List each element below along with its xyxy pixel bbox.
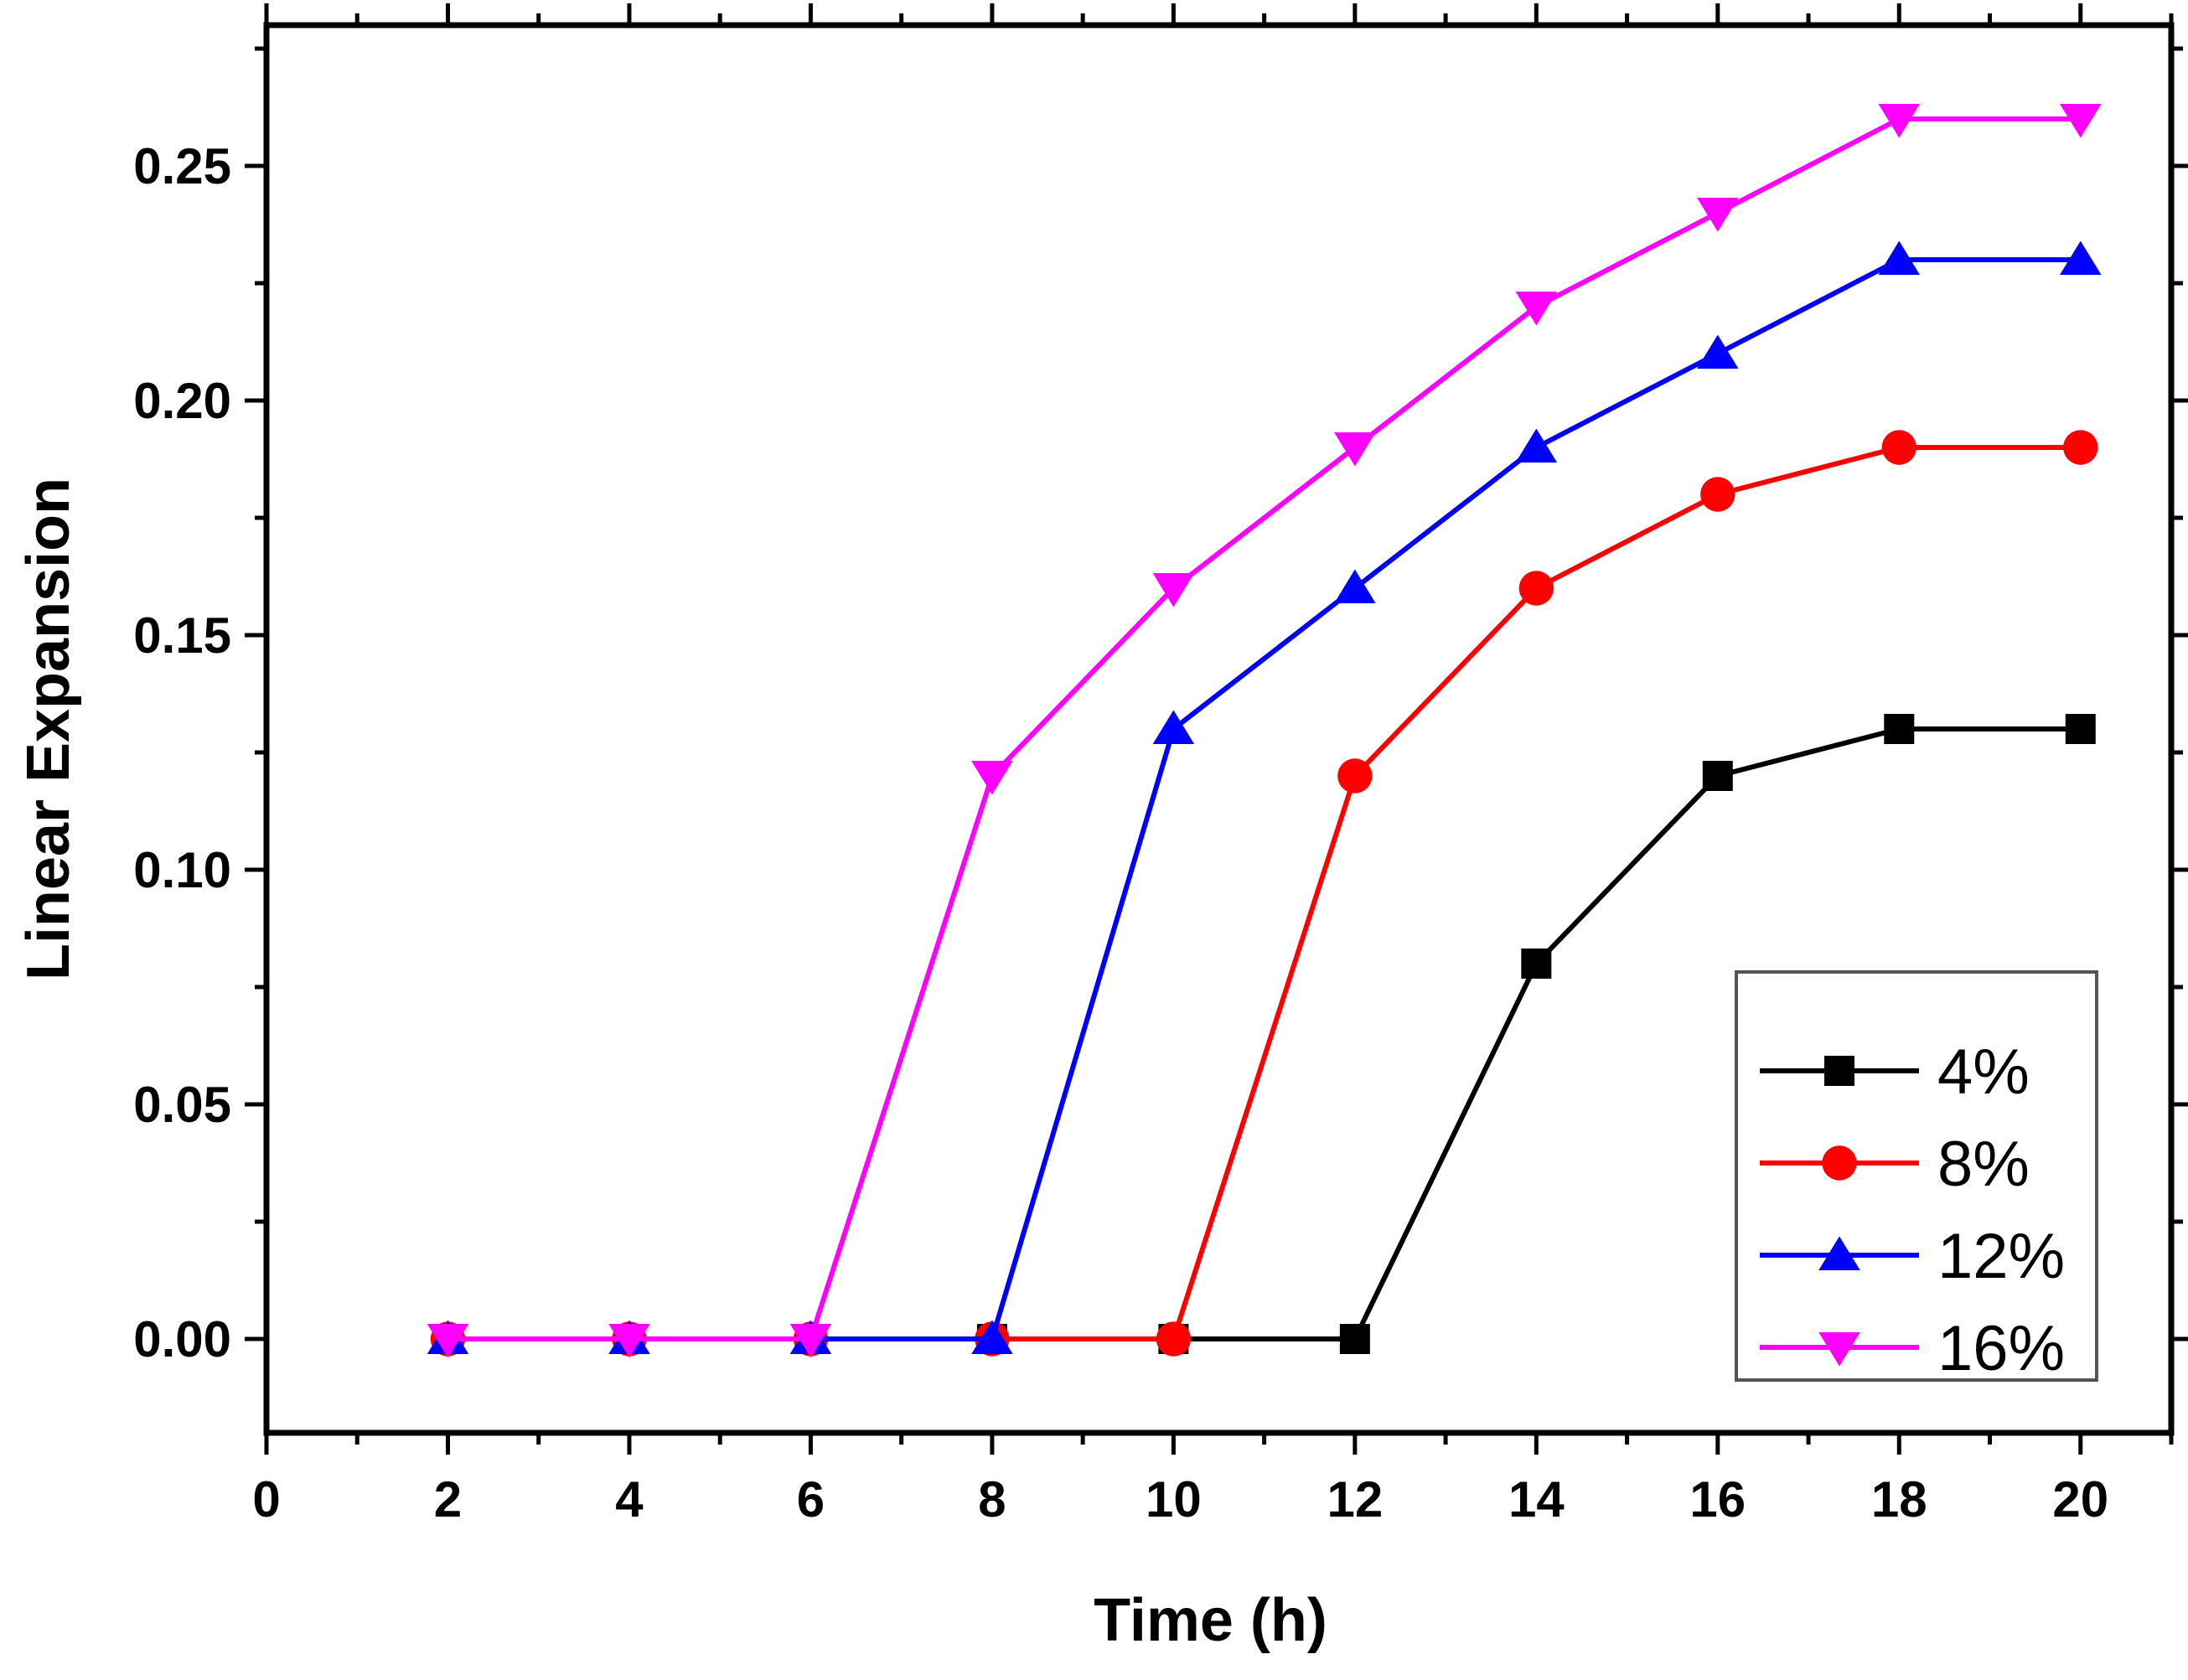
y-tick-label: 0.20 <box>133 373 231 429</box>
data-point <box>1697 334 1739 369</box>
legend-marker <box>1818 1332 1860 1367</box>
data-point <box>1521 949 1552 979</box>
data-point <box>1334 569 1376 603</box>
legend-item: 8% <box>1760 1129 2030 1200</box>
data-point <box>2065 714 2096 744</box>
legend-marker <box>1818 1236 1860 1270</box>
y-tick-label: 0.25 <box>133 138 231 194</box>
y-tick-label: 0.05 <box>133 1077 231 1133</box>
y-axis: 0.00 0.05 0.10 0.15 0.20 0.25 <box>133 46 2188 1367</box>
series-4 <box>427 104 2102 1358</box>
x-axis-title: Time (h) <box>1094 1587 1327 1654</box>
x-tick-label: 16 <box>1689 1471 1746 1528</box>
x-tick-label: 18 <box>1871 1471 1927 1528</box>
data-point <box>1339 1324 1370 1354</box>
data-point <box>2060 104 2102 138</box>
series-line <box>447 116 2081 1341</box>
data-point <box>1884 714 1915 744</box>
y-tick-label: 0.00 <box>133 1311 231 1367</box>
y-tick-label: 0.10 <box>133 842 231 898</box>
legend-item: 16% <box>1760 1313 2065 1384</box>
plot-frame <box>263 22 2175 1436</box>
x-tick-label: 20 <box>2052 1471 2108 1528</box>
legend-label: 8% <box>1937 1129 2030 1200</box>
legend-marker <box>1822 1145 1857 1181</box>
data-point <box>971 1320 1013 1354</box>
legend-label: 12% <box>1937 1221 2065 1292</box>
data-point <box>1156 1321 1192 1357</box>
data-point <box>1878 104 1921 138</box>
data-point <box>1702 761 1733 791</box>
data-point <box>1697 198 1739 232</box>
plot-series-group <box>427 104 2102 1358</box>
data-point <box>1515 428 1558 463</box>
legend-marker <box>1824 1056 1854 1086</box>
data-point <box>1878 240 1921 275</box>
data-point <box>1515 292 1558 326</box>
data-point <box>1152 573 1195 607</box>
y-tick-label: 0.15 <box>133 607 231 664</box>
data-point <box>789 1324 832 1358</box>
x-tick-label: 2 <box>434 1471 462 1528</box>
x-tick-label: 14 <box>1508 1471 1565 1528</box>
x-tick-label: 12 <box>1327 1471 1383 1528</box>
legend-item: 12% <box>1760 1221 2065 1292</box>
x-tick-label: 10 <box>1146 1471 1202 1528</box>
x-axis: 0 2 4 6 8 10 12 14 16 18 20 <box>252 3 2174 1528</box>
x-tick-label: 0 <box>252 1471 280 1528</box>
data-point <box>427 1324 469 1358</box>
x-tick-label: 8 <box>978 1471 1006 1528</box>
legend-label: 16% <box>1937 1313 2065 1384</box>
x-tick-label: 4 <box>615 1471 644 1528</box>
data-point <box>2063 430 2098 465</box>
legend-item: 4% <box>1760 1036 2030 1108</box>
data-point <box>1881 430 1916 465</box>
x-tick-label: 6 <box>797 1471 825 1528</box>
data-point <box>971 761 1013 795</box>
data-point <box>1334 432 1376 467</box>
data-point <box>2060 240 2102 275</box>
y-axis-title: Linear Expansion <box>15 478 82 980</box>
data-point <box>608 1324 650 1358</box>
legend: 4% 8% 12% 16% <box>1735 970 2098 1384</box>
data-point <box>1700 477 1735 512</box>
data-point <box>1518 571 1554 606</box>
data-point <box>1337 758 1373 793</box>
legend-label: 4% <box>1937 1036 2030 1108</box>
legend-box <box>1735 970 2098 1382</box>
data-point <box>1152 710 1195 744</box>
